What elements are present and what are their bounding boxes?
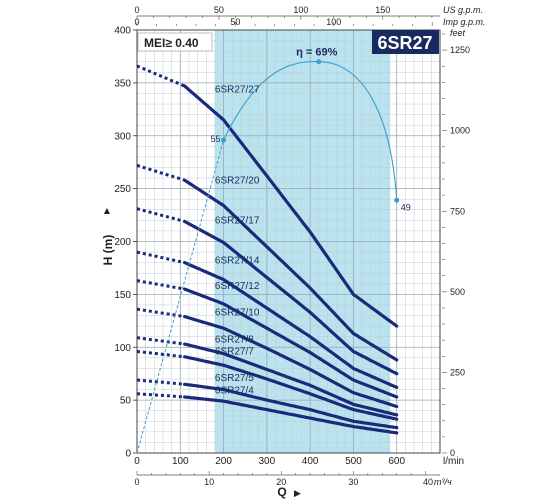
- head-curve: [183, 84, 399, 328]
- curve-label: 6SR27/10: [215, 307, 260, 318]
- head-curve: [183, 219, 399, 376]
- x-top-us-tick-label: 150: [375, 5, 390, 15]
- y-left-tick-label: 0: [125, 449, 131, 460]
- efficiency-point-label: 49: [401, 202, 411, 212]
- x-main-tick-label: 100: [172, 456, 189, 467]
- x-main-tick-label: 400: [302, 456, 319, 467]
- y-right-tick-label: 750: [450, 206, 465, 216]
- y-right-tick-label: 500: [450, 287, 465, 297]
- curve-label: 6SR27/4: [215, 385, 254, 396]
- y-right-tick-label: 1250: [450, 45, 470, 55]
- efficiency-point: [221, 137, 227, 143]
- head-curve: [183, 342, 399, 417]
- x-main-tick-label: 300: [259, 456, 276, 467]
- grid: [136, 29, 441, 454]
- efficiency-point: [394, 197, 400, 203]
- head-curves: [136, 64, 399, 435]
- efficiency-curve: 55 49 η = 69%: [136, 47, 411, 454]
- head-curve: [183, 315, 399, 409]
- head-curve-dashed: [136, 307, 185, 319]
- y-left-tick-label: 150: [114, 290, 131, 301]
- y-left-tick-label: 300: [114, 131, 131, 142]
- efficiency-dashed-segment: [136, 139, 225, 454]
- y-right-unit-label: feet: [450, 28, 466, 38]
- head-curve-dashed: [136, 279, 185, 291]
- x-top-us-tick-label: 50: [214, 5, 224, 15]
- curve-label: 6SR27/27: [215, 84, 260, 95]
- curve-label: 6SR27/5: [215, 373, 254, 384]
- efficiency-point: [316, 59, 322, 65]
- x-main-tick-label: 200: [215, 456, 232, 467]
- curve-label: 6SR27/12: [215, 281, 260, 292]
- head-curve: [183, 287, 399, 399]
- y-left-tick-label: 400: [114, 26, 131, 37]
- x-axis-title: Q: [277, 485, 286, 499]
- x-top-imp-tick-label: 0: [134, 17, 139, 27]
- head-curve-dashed: [136, 64, 186, 88]
- model-badge: [372, 30, 439, 54]
- head-curve: [183, 382, 399, 430]
- x-bottom-unit-label: m³/ч: [434, 477, 452, 487]
- y-left-tick-label: 200: [114, 237, 131, 248]
- head-curve-dashed: [136, 350, 185, 359]
- head-curve: [183, 395, 399, 435]
- y-right-tick-label: 250: [450, 367, 465, 377]
- head-curve-dashed: [136, 378, 185, 386]
- x-top-imp-unit-label: Imp g.p.m.: [443, 17, 486, 27]
- x-bottom-tick-label: 0: [134, 477, 139, 487]
- head-curve: [183, 261, 399, 389]
- curve-labels: 6SR27/27 6SR27/20 6SR27/17 6SR27/14 6SR27/12…: [215, 84, 260, 396]
- y-axis-title: H (m): [101, 235, 115, 266]
- head-curve-dashed: [136, 163, 186, 182]
- x-top-us-unit-label: US g.p.m.: [443, 5, 483, 15]
- x-top-us-tick-label: 0: [134, 5, 139, 15]
- mei-box: [137, 32, 213, 52]
- y-axis-arrow: ▶: [102, 207, 111, 214]
- x-bottom-tick-label: 20: [276, 477, 286, 487]
- y-left-tick-label: 50: [120, 396, 132, 407]
- head-curve: [183, 178, 399, 362]
- x-main-unit-label: l/min: [443, 456, 464, 467]
- x-bottom-tick-label: 30: [348, 477, 358, 487]
- y-left-tick-label: 350: [114, 78, 131, 89]
- head-curve-dashed: [136, 207, 185, 223]
- x-bottom-max-label: 40: [423, 477, 433, 487]
- head-curve-dashed: [136, 392, 185, 399]
- chart-title: 6SR27: [377, 33, 432, 53]
- x-top-imp-tick-label: 50: [230, 17, 240, 27]
- efficiency-peak-label: η = 69%: [296, 47, 337, 59]
- y-right-tick-label: 1000: [450, 126, 470, 136]
- curve-label: 6SR27/7: [215, 347, 254, 358]
- x-main-tick-label: 500: [345, 456, 362, 467]
- curve-label: 6SR27/20: [215, 176, 260, 187]
- x-bottom-tick-label: 10: [204, 477, 214, 487]
- y-left-tick-label: 250: [114, 184, 131, 195]
- head-curve-dashed: [136, 336, 185, 346]
- head-curve-dashed: [136, 250, 185, 265]
- x-axis-arrow: ▶: [294, 489, 301, 499]
- x-main-tick-label: 0: [134, 456, 140, 467]
- x-top-us-tick-label: 100: [293, 5, 308, 15]
- x-top-imp-tick-label: 100: [326, 17, 341, 27]
- curve-label: 6SR27/14: [215, 255, 260, 266]
- curve-label: 6SR27/17: [215, 215, 260, 226]
- x-main-tick-label: 600: [388, 456, 405, 467]
- mei-label: MEI≥ 0.40: [144, 36, 199, 50]
- y-right-tick-label: 0: [450, 448, 455, 458]
- y-left-tick-label: 100: [114, 343, 131, 354]
- efficiency-point-label: 55: [211, 134, 221, 144]
- head-curve: [183, 355, 399, 421]
- curve-label: 6SR27/8: [215, 334, 254, 345]
